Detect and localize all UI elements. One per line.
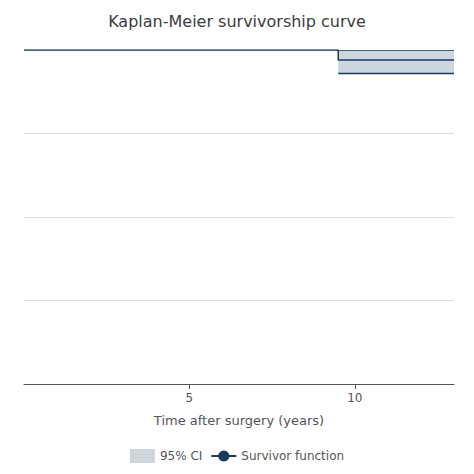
svg-text:Survivor function: Survivor function: [241, 449, 344, 463]
svg-text:Kaplan-Meier survivorship curv: Kaplan-Meier survivorship curve: [108, 12, 366, 31]
svg-text:95% CI: 95% CI: [160, 449, 202, 463]
svg-text:Time after surgery (years): Time after surgery (years): [153, 413, 324, 428]
svg-text:5: 5: [186, 391, 194, 405]
svg-text:10: 10: [347, 391, 362, 405]
